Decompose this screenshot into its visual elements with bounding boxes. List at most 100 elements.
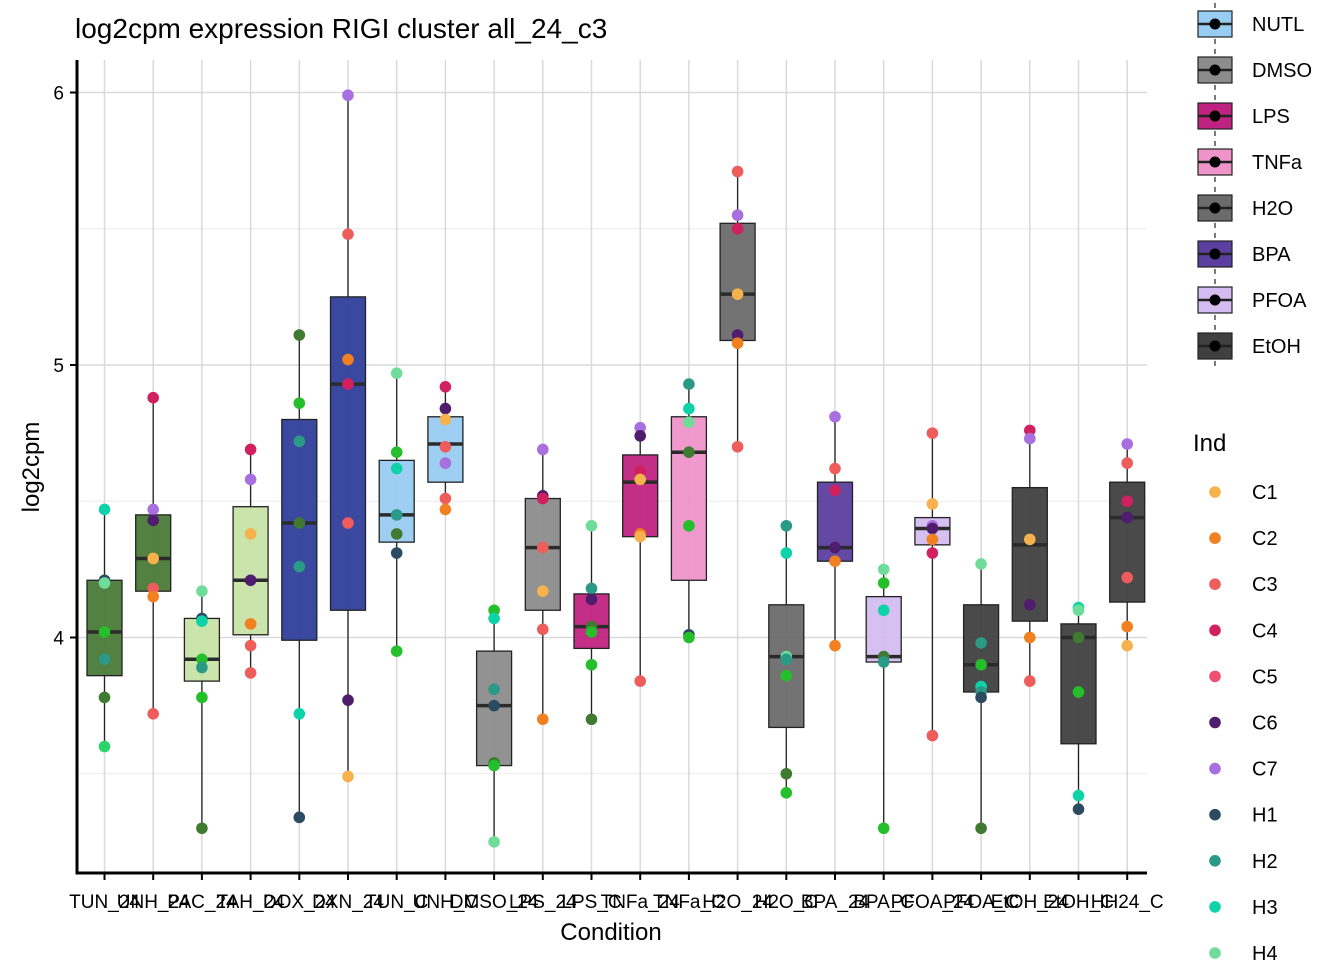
legend-label: DMSO bbox=[1252, 60, 1312, 82]
x-tick-label: TUN_C bbox=[365, 892, 428, 913]
data-point bbox=[196, 661, 208, 674]
data-point bbox=[829, 462, 841, 475]
data-point bbox=[780, 767, 793, 780]
data-point bbox=[1121, 495, 1133, 508]
box-body bbox=[719, 222, 756, 342]
legend-dot bbox=[1209, 18, 1221, 30]
data-point bbox=[196, 615, 208, 627]
data-point bbox=[537, 623, 549, 636]
data-point bbox=[877, 822, 890, 835]
legend-label: PFOA bbox=[1252, 290, 1307, 312]
data-point bbox=[731, 329, 744, 341]
data-point bbox=[293, 560, 306, 573]
legend-ind-dot bbox=[1209, 716, 1221, 729]
data-point bbox=[342, 517, 354, 529]
legend-ind-C5: C5 bbox=[1209, 666, 1278, 688]
data-point bbox=[293, 811, 306, 824]
legend-label: NUTL bbox=[1252, 14, 1304, 36]
data-point bbox=[488, 612, 500, 625]
box-body bbox=[1060, 623, 1097, 745]
data-point bbox=[1121, 639, 1133, 652]
legend-ind-label: H4 bbox=[1252, 943, 1278, 960]
box-DOX_24 bbox=[281, 335, 318, 818]
legend-ind-dot bbox=[1209, 947, 1221, 959]
legend-item-DMSO: DMSO bbox=[1197, 49, 1312, 91]
legend-dot bbox=[1209, 294, 1221, 306]
data-point bbox=[439, 402, 452, 415]
data-point bbox=[926, 533, 939, 546]
y-tick-label: 6 bbox=[53, 84, 64, 105]
data-point bbox=[196, 822, 208, 835]
legend-item-EtOH: EtOH bbox=[1197, 325, 1301, 367]
data-point bbox=[537, 443, 549, 456]
data-point bbox=[439, 440, 452, 453]
data-point bbox=[634, 473, 646, 486]
data-point bbox=[98, 503, 111, 516]
legend-label: TNFa bbox=[1252, 152, 1303, 174]
box-body bbox=[232, 506, 269, 636]
x-tick-label: TNFa_C bbox=[653, 892, 725, 913]
box-BPA_24 bbox=[816, 416, 854, 646]
data-point bbox=[926, 498, 939, 510]
data-point bbox=[683, 446, 695, 459]
axes bbox=[70, 60, 1147, 880]
data-point bbox=[196, 691, 208, 704]
data-point bbox=[98, 653, 111, 666]
data-point bbox=[390, 462, 403, 475]
legend-ind-dot bbox=[1209, 624, 1221, 637]
y-tick-label: 5 bbox=[53, 356, 64, 377]
points bbox=[98, 89, 1133, 848]
data-point bbox=[390, 509, 403, 521]
legend-ind-label: C6 bbox=[1252, 713, 1278, 735]
data-point bbox=[1072, 631, 1085, 644]
box-H2O_C bbox=[768, 525, 805, 793]
data-point bbox=[780, 653, 793, 666]
legend-ind-label: H2 bbox=[1252, 851, 1278, 873]
data-point bbox=[439, 413, 452, 426]
data-point bbox=[683, 416, 695, 429]
data-point bbox=[293, 397, 306, 409]
legend-item-PFOA: PFOA bbox=[1197, 279, 1307, 321]
legend-ind-label: C1 bbox=[1252, 482, 1278, 504]
legend-dot bbox=[1209, 202, 1221, 214]
data-point bbox=[634, 675, 646, 687]
legend-ind-dot bbox=[1209, 901, 1221, 913]
box-DMSO_24 bbox=[475, 610, 513, 842]
y-axis-label: log2cpm bbox=[18, 422, 45, 513]
data-point bbox=[488, 699, 500, 712]
legend-treatment: NUTL DMSO LPS TNFa H2O BPA PFOA EtOH bbox=[1197, 3, 1312, 367]
data-point bbox=[439, 457, 452, 469]
data-point bbox=[731, 440, 744, 453]
legend-ind-dot bbox=[1209, 670, 1221, 683]
data-point bbox=[926, 522, 939, 535]
data-point bbox=[585, 593, 598, 606]
data-point bbox=[98, 691, 111, 704]
data-point bbox=[585, 713, 598, 726]
data-point bbox=[1024, 675, 1036, 687]
data-point bbox=[147, 552, 159, 565]
x-tick-label: DOX_24 bbox=[263, 892, 336, 913]
data-point bbox=[731, 288, 744, 300]
y-tick-label: 4 bbox=[53, 629, 64, 650]
data-point bbox=[731, 222, 744, 235]
data-point bbox=[731, 337, 744, 350]
data-point bbox=[877, 656, 890, 668]
data-point bbox=[390, 367, 403, 379]
data-point bbox=[780, 669, 793, 682]
data-point bbox=[780, 547, 793, 559]
data-point bbox=[147, 590, 159, 603]
data-point bbox=[537, 585, 549, 597]
data-point bbox=[975, 558, 987, 570]
data-point bbox=[731, 209, 744, 221]
x-tick-label: PFOA_24 bbox=[891, 892, 975, 913]
data-point bbox=[780, 787, 793, 799]
data-point bbox=[829, 541, 841, 554]
data-point bbox=[877, 563, 890, 576]
data-point bbox=[342, 228, 354, 240]
box-body bbox=[1011, 486, 1048, 622]
legend-ind-H4: H4 bbox=[1209, 943, 1278, 960]
legend-item-NUTL: NUTL bbox=[1197, 3, 1304, 45]
legend-ind-C2: C2 bbox=[1209, 528, 1278, 550]
legend-item-LPS: LPS bbox=[1197, 95, 1290, 137]
